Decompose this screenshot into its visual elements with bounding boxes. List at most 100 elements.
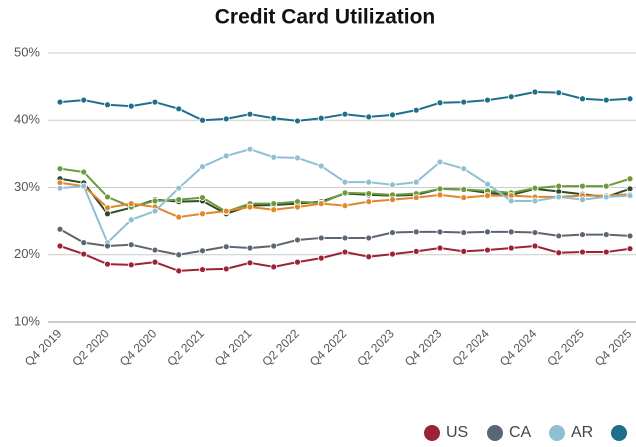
data-point xyxy=(104,193,111,201)
data-point xyxy=(104,260,111,268)
data-point xyxy=(151,258,159,266)
data-point xyxy=(555,193,563,201)
data-point xyxy=(341,234,349,242)
data-point xyxy=(341,178,349,186)
data-point xyxy=(436,158,444,166)
data-point xyxy=(436,185,444,193)
data-point xyxy=(294,236,301,244)
data-point xyxy=(626,245,634,253)
data-point xyxy=(436,228,444,236)
data-point xyxy=(104,210,111,218)
data-point xyxy=(602,182,610,190)
legend-swatch xyxy=(487,425,503,441)
data-point xyxy=(555,232,563,240)
data-point xyxy=(412,178,420,186)
data-point xyxy=(199,163,206,171)
data-point xyxy=(602,248,610,256)
data-point xyxy=(56,225,64,233)
data-point xyxy=(365,190,373,197)
data-point xyxy=(507,244,515,252)
data-point xyxy=(365,198,373,206)
data-point xyxy=(294,154,301,162)
legend-label: US xyxy=(446,424,468,441)
data-point xyxy=(151,197,159,205)
x-tick-label: Q2 2021 xyxy=(164,326,207,369)
data-point xyxy=(365,178,373,186)
data-point xyxy=(626,175,634,183)
data-point xyxy=(579,95,586,103)
legend-swatch xyxy=(611,425,627,441)
data-point xyxy=(531,197,539,205)
data-point xyxy=(579,231,586,238)
x-tick-label: Q2 2022 xyxy=(259,326,302,369)
data-point xyxy=(127,261,135,269)
x-tick-label: Q4 2023 xyxy=(402,326,445,369)
y-tick-label: 10% xyxy=(14,313,40,328)
data-point xyxy=(270,153,278,161)
data-point xyxy=(127,200,135,208)
y-tick-label: 20% xyxy=(14,246,40,261)
data-point xyxy=(626,192,634,199)
data-point xyxy=(270,114,278,122)
data-point xyxy=(104,242,111,250)
data-point xyxy=(341,248,349,256)
data-point xyxy=(412,194,420,201)
data-point xyxy=(555,182,563,190)
data-point xyxy=(80,250,88,258)
data-point xyxy=(56,184,64,192)
data-point xyxy=(151,207,159,215)
data-point xyxy=(317,254,325,262)
data-point xyxy=(222,115,230,123)
data-point xyxy=(270,242,278,250)
data-point xyxy=(175,184,183,192)
x-tick-label: Q4 2022 xyxy=(307,326,350,369)
data-point xyxy=(436,191,444,199)
data-point xyxy=(602,193,610,201)
data-point xyxy=(341,202,349,210)
data-point xyxy=(199,247,206,255)
data-point xyxy=(579,182,586,190)
x-tick-label: Q2 2023 xyxy=(354,326,397,369)
data-point xyxy=(365,234,373,242)
data-point xyxy=(460,247,468,255)
data-point xyxy=(222,152,230,160)
data-point xyxy=(222,265,230,273)
data-point xyxy=(412,106,420,114)
data-point xyxy=(507,197,515,205)
x-tick-label: Q4 2025 xyxy=(592,326,635,369)
data-point xyxy=(531,242,539,250)
data-point xyxy=(246,203,254,211)
data-point xyxy=(555,249,563,257)
data-point xyxy=(484,180,491,188)
data-point xyxy=(222,243,230,251)
data-point xyxy=(270,200,278,208)
data-point xyxy=(199,116,206,124)
data-point xyxy=(555,89,563,97)
data-point xyxy=(175,105,183,113)
data-point xyxy=(484,228,491,236)
data-point xyxy=(199,210,206,218)
data-point xyxy=(175,267,183,275)
data-point xyxy=(484,246,491,254)
data-point xyxy=(56,165,64,173)
data-point xyxy=(80,96,88,104)
data-point xyxy=(341,110,349,118)
data-point xyxy=(246,145,254,153)
data-point xyxy=(579,248,586,256)
data-point xyxy=(460,186,468,193)
data-point xyxy=(365,253,373,261)
data-point xyxy=(460,194,468,201)
data-point xyxy=(199,266,206,273)
data-point xyxy=(294,117,301,125)
data-point xyxy=(436,244,444,252)
data-point xyxy=(270,263,278,271)
data-point xyxy=(175,251,183,259)
data-point xyxy=(626,95,634,103)
data-point xyxy=(246,110,254,118)
data-point xyxy=(317,234,325,242)
data-point xyxy=(484,96,491,104)
data-point xyxy=(151,98,159,106)
legend-label: AR xyxy=(571,424,593,441)
data-point xyxy=(294,258,301,266)
legend-label: CA xyxy=(509,424,532,441)
